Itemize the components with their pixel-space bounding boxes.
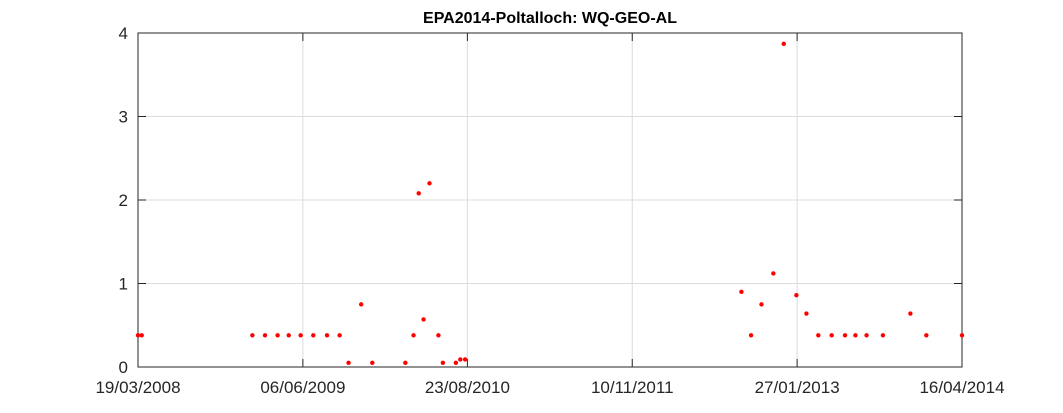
tick-layer: 19/03/2008 06/06/2009 23/08/2010 10/11/2011… <box>95 24 1004 397</box>
data-point <box>427 181 432 186</box>
data-point <box>959 333 965 338</box>
chart-title: EPA2014-Poltalloch: WQ-GEO-AL <box>423 10 677 27</box>
data-point <box>139 333 144 338</box>
y-tick-label: 2 <box>119 191 128 210</box>
y-tick-label: 4 <box>119 24 128 43</box>
data-point <box>816 333 821 338</box>
data-point <box>275 333 280 338</box>
y-tick-label: 3 <box>119 108 128 127</box>
data-point <box>864 333 869 338</box>
y-tick-label: 0 <box>119 358 128 377</box>
data-point <box>358 302 364 307</box>
data-point <box>458 357 463 362</box>
x-tick-label: 23/08/2010 <box>425 378 510 397</box>
data-point <box>346 360 351 366</box>
data-point <box>739 289 744 295</box>
data-point <box>250 333 255 338</box>
data-point <box>781 41 786 47</box>
data-point <box>453 360 459 366</box>
data-point <box>286 333 291 338</box>
grid-layer <box>137 32 963 368</box>
data-point <box>337 333 342 338</box>
x-tick-label: 27/01/2013 <box>755 378 840 397</box>
data-point <box>924 333 929 338</box>
data-point <box>771 271 776 276</box>
x-tick-label: 06/06/2009 <box>260 378 345 397</box>
data-point <box>421 317 426 322</box>
data-point <box>908 311 913 316</box>
data-point <box>411 333 416 338</box>
data-point <box>804 311 809 316</box>
data-point <box>462 357 468 362</box>
data-point <box>262 333 268 338</box>
data-point <box>842 333 848 338</box>
data-point <box>880 333 886 338</box>
y-tick-label: 1 <box>119 275 128 294</box>
data-points <box>135 41 965 366</box>
data-point <box>829 333 834 338</box>
x-tick-label: 19/03/2008 <box>95 378 180 397</box>
data-point <box>135 333 141 338</box>
data-point <box>853 333 858 338</box>
data-point <box>794 292 799 298</box>
x-tick-label: 16/04/2014 <box>919 378 1004 397</box>
data-point <box>748 333 754 338</box>
x-tick-label: 10/11/2011 <box>591 378 674 397</box>
data-point <box>440 360 446 366</box>
data-point <box>298 333 303 338</box>
data-point <box>759 302 764 307</box>
data-point <box>324 333 330 338</box>
data-point <box>436 333 441 338</box>
data-point <box>370 360 375 366</box>
data-point <box>416 191 421 196</box>
data-point <box>311 333 316 338</box>
data-point <box>403 360 408 366</box>
